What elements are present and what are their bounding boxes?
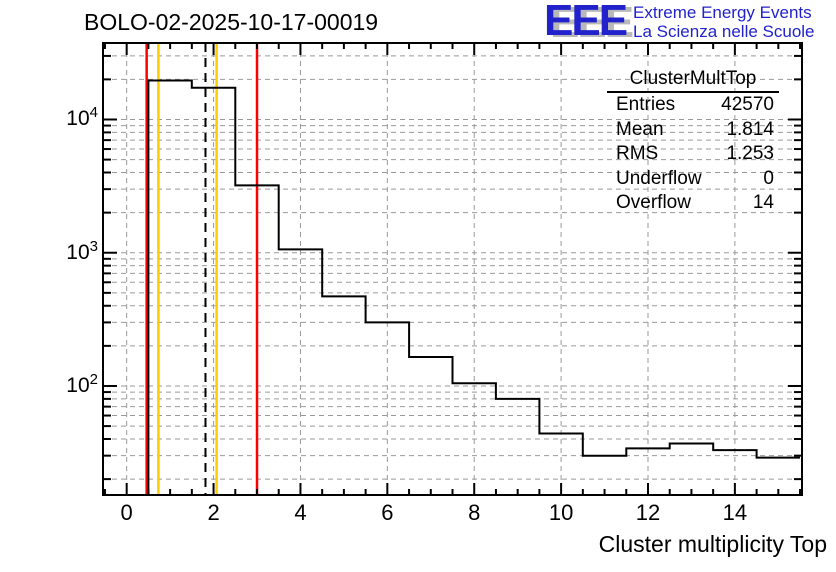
stats-label: RMS (616, 143, 659, 165)
plot-title: BOLO-02-2025-10-17-00019 (84, 9, 379, 35)
eee-logo-line1: Extreme Energy Events (633, 3, 812, 22)
x-axis-tick-label: 12 (635, 500, 661, 525)
x-axis-tick-label: 2 (207, 500, 220, 525)
stats-value: 0 (763, 167, 774, 189)
stats-label: Underflow (616, 167, 702, 189)
stats-label: Entries (616, 94, 676, 115)
stats-label: Overflow (616, 192, 691, 214)
x-axis-tick-label: 10 (548, 500, 574, 525)
y-axis-tick-label: 103 (66, 237, 98, 264)
stats-row-underflow: Underflow 0 (607, 167, 779, 192)
stats-row-overflow: Overflow 14 (607, 191, 779, 216)
stats-row-entries: Entries 42570 (607, 93, 779, 118)
stats-value: 1.814 (726, 118, 774, 140)
stats-box: ClusterMultTop Entries 42570 Mean 1.814 … (607, 68, 779, 216)
y-axis-tick-label: 102 (66, 370, 98, 397)
histogram-step-line (105, 79, 800, 496)
x-axis-tick-label: 14 (722, 500, 748, 525)
eee-logo-acronym: EEE (544, 0, 628, 45)
x-axis-tick-label: 8 (468, 500, 481, 525)
y-axis-tick-label: 104 (66, 104, 98, 131)
plot-frame (102, 42, 803, 496)
x-axis-tick-label: 4 (294, 500, 307, 525)
stats-value: 14 (752, 192, 774, 214)
stats-value: 1.253 (726, 143, 774, 165)
stats-title: ClusterMultTop (607, 68, 779, 93)
stats-value: 42570 (721, 94, 774, 115)
eee-logo-text: Extreme Energy Events La Scienza nelle S… (633, 1, 814, 41)
stats-row-mean: Mean 1.814 (607, 118, 779, 143)
stats-label: Mean (616, 118, 664, 140)
eee-logo: EEE Extreme Energy Events La Scienza nel… (544, 0, 815, 45)
x-axis-tick-label: 0 (120, 500, 133, 525)
eee-logo-line2: La Scienza nelle Scuole (633, 22, 815, 41)
stats-row-rms: RMS 1.253 (607, 142, 779, 167)
x-axis-title: Cluster multiplicity Top (598, 531, 827, 557)
x-axis-tick-label: 6 (381, 500, 394, 525)
